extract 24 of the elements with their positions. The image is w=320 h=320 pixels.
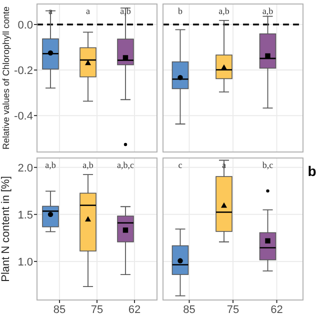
annotation: a,b,c [117,160,134,170]
y-tick-label: 1.0 [18,256,33,268]
annotation: a,b [82,160,94,170]
annotation: a,b [262,6,274,16]
annotation: b,c [262,160,274,170]
annotation: a,b [45,160,56,170]
y-axis-title: Plant N content in [%] [0,176,12,282]
x-tick-label: 62 [270,304,283,316]
annotation: a [86,6,90,16]
x-tick-label: 85 [53,304,66,316]
annotation: a,b [218,6,230,16]
x-tick-label: 75 [226,304,240,316]
x-tick-label: 62 [128,304,141,316]
annotation: b [178,6,183,16]
y-tick-label: 1.5 [18,209,33,222]
y-tick-label: -0.4 [14,110,33,122]
y-tick-label: 2.0 [18,162,33,174]
text: b [308,163,316,179]
annotation: c [178,160,182,170]
x-tick-label: 75 [90,304,104,316]
y-tick-label: -0.2 [14,64,33,77]
x-tick-label: 85 [183,304,196,316]
y-tick-label: 0.0 [18,19,33,32]
y-axis-title: Relative values of Chlorophyll conte [1,6,11,150]
